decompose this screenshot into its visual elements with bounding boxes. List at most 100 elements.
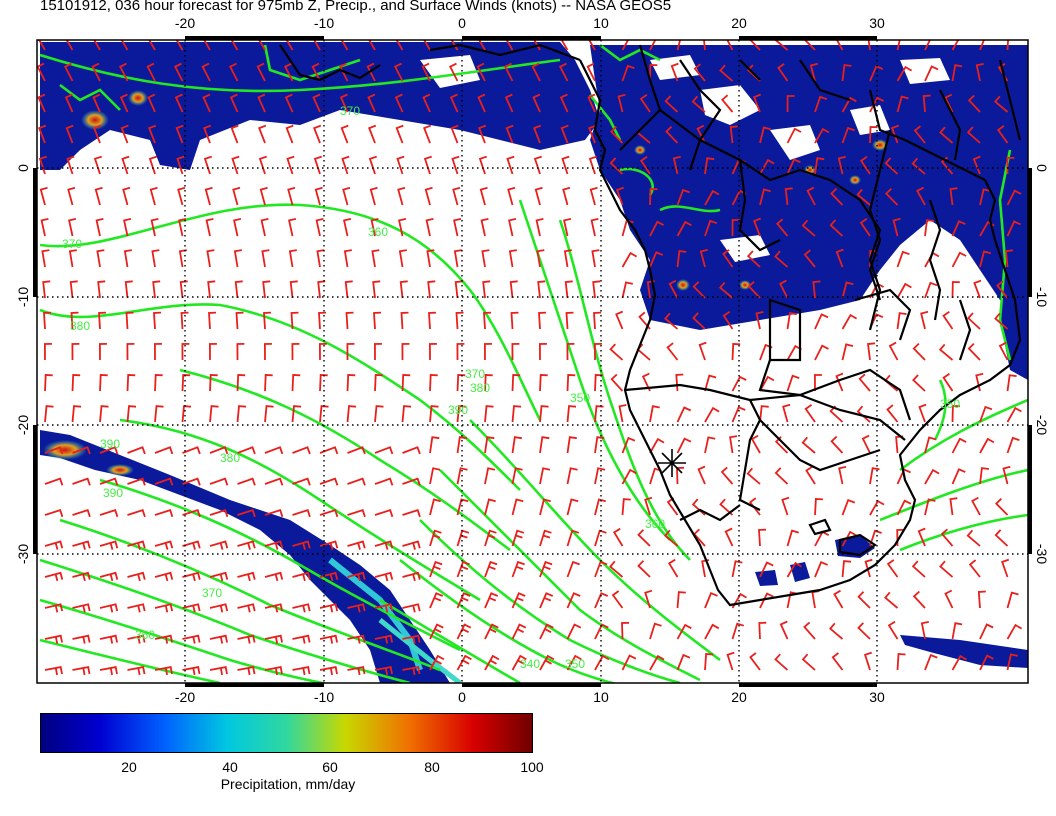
wind-barb (44, 666, 63, 676)
wind-barb (841, 560, 852, 578)
wind-barb (262, 280, 271, 299)
wind-barb (344, 280, 353, 299)
wind-barb (538, 343, 547, 361)
wind-barb (617, 93, 626, 113)
wind-barb (594, 405, 604, 423)
wind-barb (511, 560, 525, 578)
wind-barb (41, 249, 50, 268)
wind-barb (703, 40, 706, 51)
wind-barb (38, 124, 47, 144)
wind-barb (786, 561, 802, 578)
wind-barb (537, 280, 546, 299)
contour-label: 370 (465, 367, 485, 381)
wind-barb (292, 446, 311, 455)
wind-barb (920, 310, 929, 330)
wind-barb (93, 155, 102, 175)
contour-label: 380 (470, 381, 490, 395)
wind-barb (829, 219, 844, 237)
wind-barb (1006, 436, 1020, 454)
wind-barb (615, 186, 624, 206)
wind-barb (118, 62, 129, 82)
wind-barb (726, 651, 735, 671)
wind-barb (402, 540, 421, 550)
contour-label: 370 (202, 586, 222, 600)
wind-barb (451, 155, 460, 175)
wind-barb (759, 188, 771, 206)
lat-tick-label: 0 (1034, 164, 1050, 172)
wind-barb (942, 373, 954, 392)
wind-barb (869, 467, 880, 485)
wind-barb (347, 634, 366, 644)
wind-barb (423, 40, 431, 51)
wind-barb (718, 281, 734, 299)
wind-barb (99, 666, 118, 676)
wind-barb (503, 62, 514, 82)
wind-barb (758, 528, 767, 547)
lon-ticks-bottom: -20 -10 0 10 20 30 (175, 689, 885, 705)
wind-barb (535, 218, 544, 237)
wind-barb (401, 343, 410, 361)
wind-barb (511, 498, 524, 516)
wind-barb (395, 40, 404, 51)
wind-barb (1006, 591, 1019, 609)
wind-barb (484, 623, 499, 640)
wind-barb (317, 280, 326, 299)
wind-barb (942, 311, 954, 330)
contour-label: 390 (103, 486, 123, 500)
wind-barb (484, 560, 498, 578)
wind-barb (209, 634, 228, 644)
wind-barb (284, 93, 294, 113)
wind-barb (319, 374, 328, 392)
wind-barb (209, 603, 229, 613)
wind-barb (99, 477, 119, 486)
wind-barb (704, 623, 720, 640)
wind-barb (664, 312, 679, 330)
wind-barb (63, 62, 74, 82)
wind-barb (972, 155, 981, 175)
wind-barb (264, 508, 284, 518)
wind-barb (203, 124, 212, 144)
wind-barb (402, 446, 421, 455)
wind-barb (748, 497, 761, 516)
wind-barb (127, 477, 146, 486)
wind-barb (861, 434, 871, 454)
wind-barb (949, 187, 958, 206)
wind-barb (511, 436, 522, 454)
wind-barb (237, 446, 256, 455)
wind-barb (967, 94, 981, 113)
lon-tick-label: -20 (175, 15, 195, 31)
wind-barb (563, 249, 572, 268)
wind-barb (696, 124, 706, 144)
wind-barb (374, 405, 384, 423)
colorbar-tick: 40 (222, 759, 238, 775)
wind-barb (312, 93, 321, 113)
wind-barb (369, 186, 378, 206)
wind-barb (621, 621, 630, 640)
wind-barb (374, 508, 394, 518)
wind-barb (841, 343, 854, 361)
wind-barb (979, 437, 995, 454)
wind-barb (590, 218, 599, 237)
wind-barb (924, 281, 938, 299)
wind-barb (96, 249, 105, 268)
wind-barb (564, 280, 573, 299)
wind-barb (235, 311, 244, 330)
wind-barb (264, 603, 284, 613)
wind-barb (562, 186, 571, 206)
wind-barb (784, 187, 793, 206)
wind-barb (841, 126, 855, 144)
wind-barb (951, 654, 967, 671)
wind-barb (292, 634, 311, 644)
wind-barb (292, 603, 311, 613)
wind-barb (719, 64, 734, 82)
wind-barb (644, 496, 653, 516)
wind-barb (484, 498, 496, 516)
wind-barb (44, 446, 64, 455)
wind-barb (374, 446, 394, 455)
wind-barb (428, 343, 437, 361)
wind-barb (639, 94, 651, 113)
wind-barb (869, 499, 885, 516)
wind-barb (347, 666, 366, 676)
lon-tick-label: -20 (175, 689, 195, 705)
wind-barb (538, 311, 547, 330)
